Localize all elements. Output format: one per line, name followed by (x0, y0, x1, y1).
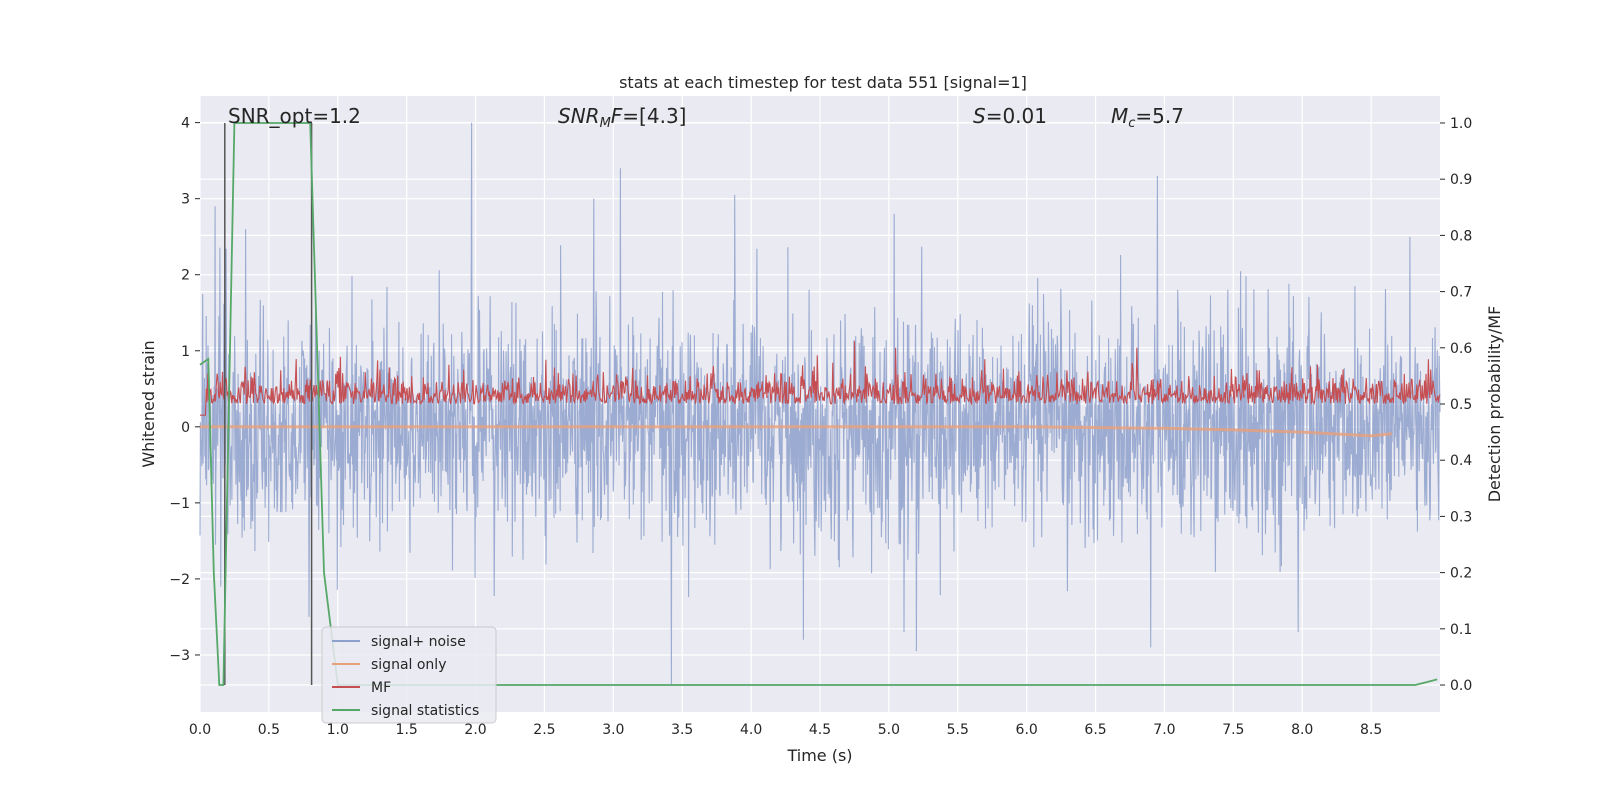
x-tick-label: 0.5 (258, 722, 280, 738)
legend: signal+ noise signal only MF signal statist… (321, 626, 497, 724)
y-tick-label: 3 (181, 192, 190, 208)
x-tick-label: 6.0 (1016, 722, 1038, 738)
y-axis-label: Whitened strain (139, 340, 158, 467)
x-tick-label: 7.5 (1222, 722, 1244, 738)
s-annotation: S=0.01 (973, 104, 1047, 128)
snr-mf-annotation: SNRMF=[4.3] (558, 104, 686, 131)
tick-labels: 0.0 0.5 1.0 1.5 2.0 2.5 3.0 3.5 4.0 4.5 5.0 5.5 6.0 6… (169, 116, 1472, 738)
legend-entry: signal statistics (371, 703, 479, 719)
snr-mf-base: SNR (558, 104, 600, 128)
mc-value: =5.7 (1135, 104, 1184, 128)
series-mf (200, 341, 1441, 416)
y2-tick-label: 0.8 (1450, 228, 1472, 244)
snr-opt-annotation: SNR_opt=1.2 (228, 104, 361, 128)
legend-entry: MF (371, 680, 391, 696)
plot-lines (199, 122, 1441, 686)
x-tick-label: 5.0 (878, 722, 900, 738)
y-tick-label: 4 (181, 116, 190, 132)
s-value: =0.01 (986, 104, 1047, 128)
snr-mf-f: F (611, 104, 623, 128)
y-tick-label: −1 (169, 496, 190, 512)
x-tick-label: 5.5 (947, 722, 969, 738)
y-tick-label: 2 (181, 268, 190, 284)
y2-tick-label: 0.0 (1450, 678, 1472, 694)
series-signal-noise (199, 122, 1441, 686)
x-tick-label: 7.0 (1153, 722, 1175, 738)
y2-tick-label: 0.9 (1450, 172, 1472, 188)
x-tick-label: 4.5 (809, 722, 831, 738)
s-symbol: S (973, 104, 986, 128)
x-tick-label: 8.5 (1360, 722, 1382, 738)
y-tick-label: −3 (169, 648, 190, 664)
chart-title: stats at each timestep for test data 551… (619, 73, 1027, 92)
y-tick-label: −2 (169, 572, 190, 588)
x-axis-label: Time (s) (786, 746, 852, 765)
mc-annotation: Mc=5.7 (1111, 104, 1184, 131)
mc-symbol: M (1111, 104, 1128, 128)
y2-tick-label: 0.4 (1450, 453, 1472, 469)
y2-tick-label: 1.0 (1450, 116, 1472, 132)
x-tick-label: 1.5 (396, 722, 418, 738)
y-tick-label: 0 (181, 420, 190, 436)
x-tick-label: 8.0 (1291, 722, 1313, 738)
legend-entry: signal only (371, 657, 446, 673)
y2-tick-label: 0.6 (1450, 341, 1472, 357)
x-tick-label: 2.0 (464, 722, 486, 738)
series-signal-statistics (199, 122, 1438, 686)
y-tick-label: 1 (181, 344, 190, 360)
legend-box (321, 626, 497, 724)
x-tick-label: 1.0 (327, 722, 349, 738)
annotations: SNR_opt=1.2 SNRMF=[4.3] S=0.01 Mc=5.7 (228, 104, 1184, 131)
mc-subscript: c (1128, 116, 1135, 131)
series-signal-only (200, 425, 1392, 438)
x-tick-label: 6.5 (1084, 722, 1106, 738)
x-tick-label: 3.0 (602, 722, 624, 738)
legend-entry: signal+ noise (371, 634, 466, 650)
y2-axis-label: Detection probability/MF (1485, 306, 1504, 503)
y2-tick-label: 0.1 (1450, 622, 1472, 638)
snr-mf-rest: F=[4.3] (611, 104, 687, 128)
y2-tick-label: 0.2 (1450, 566, 1472, 582)
y2-tick-label: 0.7 (1450, 285, 1472, 301)
y2-tick-label: 0.3 (1450, 509, 1472, 525)
x-tick-label: 2.5 (533, 722, 555, 738)
y2-tick-label: 0.5 (1450, 397, 1472, 413)
x-tick-label: 4.0 (740, 722, 762, 738)
snr-mf-sub: M (600, 116, 611, 131)
x-tick-label: 0.0 (189, 722, 211, 738)
x-tick-label: 3.5 (671, 722, 693, 738)
